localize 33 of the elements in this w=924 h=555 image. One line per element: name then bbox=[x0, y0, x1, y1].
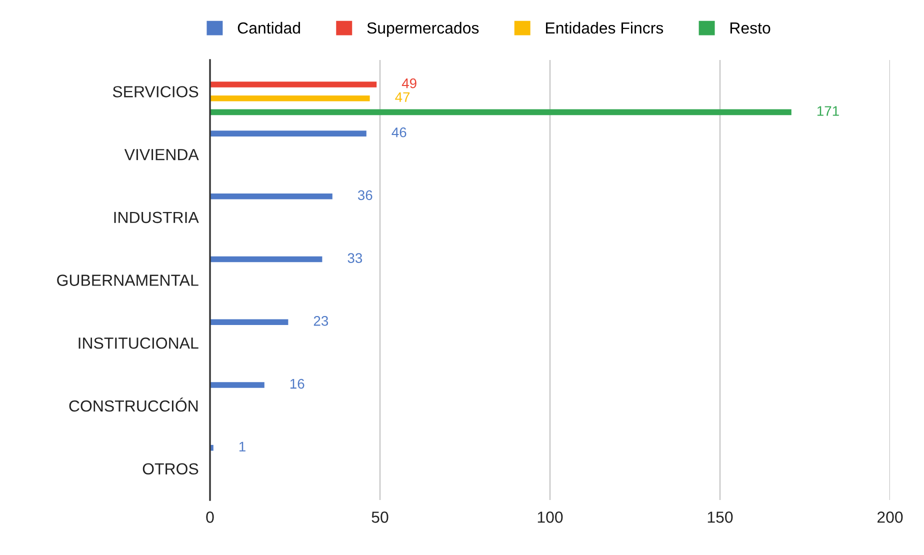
x-tick-label: 50 bbox=[372, 512, 388, 523]
data-label: 47 bbox=[395, 92, 410, 102]
data-label: 46 bbox=[392, 127, 406, 138]
legend-label: Cantidad bbox=[238, 22, 300, 34]
y-tick-label: VIVIENDA bbox=[124, 149, 199, 160]
legend-label: Resto bbox=[730, 22, 770, 34]
legend-label: Entidades Fincrs bbox=[546, 22, 664, 34]
y-tick-label: SERVICIOS bbox=[112, 86, 198, 98]
data-label: 16 bbox=[290, 378, 304, 389]
bar bbox=[210, 256, 322, 262]
data-label: 23 bbox=[314, 316, 328, 326]
y-tick-label: OTROS bbox=[142, 463, 198, 475]
data-label: 36 bbox=[358, 190, 372, 200]
bar bbox=[210, 109, 792, 116]
data-label: 171 bbox=[817, 106, 839, 116]
bar bbox=[210, 382, 264, 388]
x-tick-label: 200 bbox=[877, 512, 903, 523]
x-tick-label: 0 bbox=[206, 512, 214, 523]
x-tick-label: 100 bbox=[538, 512, 563, 523]
x-tick-label: 150 bbox=[708, 512, 733, 523]
legend-label: Supermercados bbox=[367, 22, 479, 37]
bar bbox=[210, 82, 377, 88]
bar bbox=[210, 193, 332, 200]
y-tick-label: CONSTRUCCIÓN bbox=[69, 398, 198, 412]
data-label: 33 bbox=[348, 253, 362, 263]
bar bbox=[210, 95, 370, 102]
data-label: 1 bbox=[239, 442, 246, 452]
bar bbox=[210, 319, 288, 326]
data-label: 49 bbox=[402, 78, 416, 88]
y-tick-label: INDUSTRIA bbox=[114, 212, 199, 224]
bar bbox=[210, 130, 366, 136]
y-tick-label: GUBERNAMENTAL bbox=[57, 274, 198, 286]
y-tick-label: INSTITUCIONAL bbox=[78, 337, 198, 349]
